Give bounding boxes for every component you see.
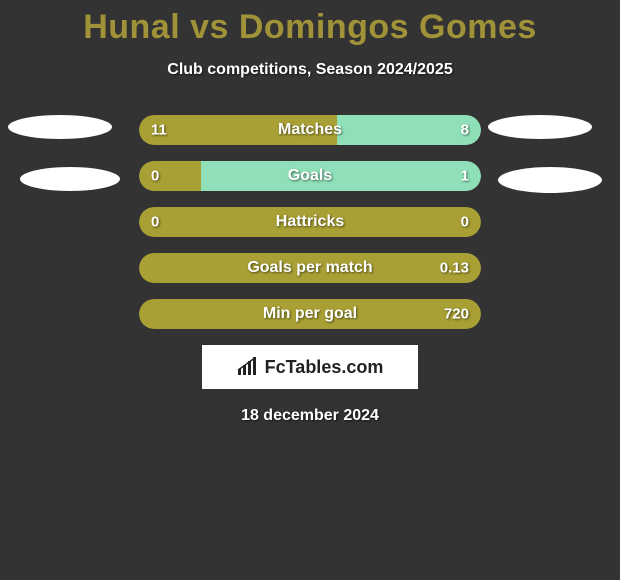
decorative-ellipse bbox=[498, 167, 602, 193]
stat-value-right: 8 bbox=[461, 122, 469, 139]
stat-bar-left bbox=[139, 161, 201, 191]
stat-value-left: 0 bbox=[151, 168, 159, 185]
stat-label: Hattricks bbox=[276, 213, 344, 231]
subtitle: Club competitions, Season 2024/2025 bbox=[0, 61, 620, 79]
stat-value-right: 1 bbox=[461, 168, 469, 185]
decorative-ellipse bbox=[20, 167, 120, 191]
stat-value-left: 11 bbox=[151, 122, 167, 139]
page-title: Hunal vs Domingos Gomes bbox=[0, 0, 620, 47]
stat-label: Min per goal bbox=[263, 305, 357, 323]
stat-bar-right bbox=[201, 161, 481, 191]
stat-label: Matches bbox=[278, 121, 342, 139]
stat-value-right: 0 bbox=[461, 214, 469, 231]
stat-row: 0.13 Goals per match bbox=[139, 253, 481, 283]
stat-value-right: 0.13 bbox=[440, 260, 469, 277]
stat-row: 11 8 Matches bbox=[139, 115, 481, 145]
brand-label: FcTables.com bbox=[265, 357, 384, 378]
stat-row: 720 Min per goal bbox=[139, 299, 481, 329]
stat-label: Goals bbox=[288, 167, 332, 185]
comparison-chart: 11 8 Matches 0 1 Goals 0 0 Hattricks 0.13 Goals pe… bbox=[0, 115, 620, 329]
decorative-ellipse bbox=[488, 115, 592, 139]
barchart-icon bbox=[237, 357, 259, 377]
stat-value-left: 0 bbox=[151, 214, 159, 231]
stat-label: Goals per match bbox=[247, 259, 372, 277]
date-text: 18 december 2024 bbox=[0, 407, 620, 425]
brand-box: FcTables.com bbox=[202, 345, 418, 389]
decorative-ellipse bbox=[8, 115, 112, 139]
stat-bar-right bbox=[337, 115, 481, 145]
stat-value-right: 720 bbox=[444, 306, 469, 323]
stat-row: 0 0 Hattricks bbox=[139, 207, 481, 237]
stat-row: 0 1 Goals bbox=[139, 161, 481, 191]
bars-container: 11 8 Matches 0 1 Goals 0 0 Hattricks 0.13 Goals pe… bbox=[139, 115, 481, 329]
